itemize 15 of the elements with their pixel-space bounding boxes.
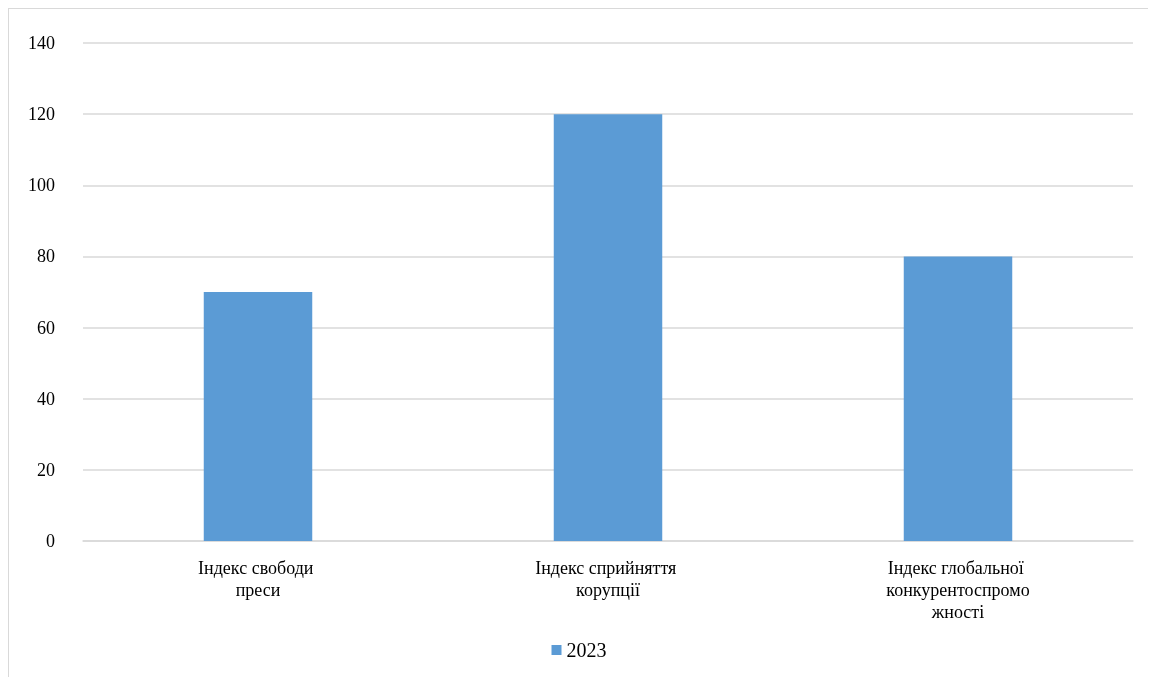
legend-label: 2023 <box>566 639 607 661</box>
bar <box>553 114 663 541</box>
y-tick-label: 140 <box>28 33 55 53</box>
y-tick-label: 20 <box>37 459 55 480</box>
y-tick-label: 40 <box>37 388 55 409</box>
y-tick-label: 120 <box>28 104 55 125</box>
x-tick-label: Індекс сприйняття корупції <box>535 558 681 600</box>
y-tick-label: 0 <box>46 531 55 551</box>
x-tick-label: Індекс свободи преси <box>198 558 318 600</box>
y-tick-label: 80 <box>37 246 55 267</box>
y-tick-label: 60 <box>37 317 55 338</box>
y-tick-label: 100 <box>28 175 55 196</box>
bar <box>903 256 1013 541</box>
x-tick-label: Індекс глобальної конкурентоспроможності <box>886 558 1030 622</box>
bar <box>203 292 313 541</box>
